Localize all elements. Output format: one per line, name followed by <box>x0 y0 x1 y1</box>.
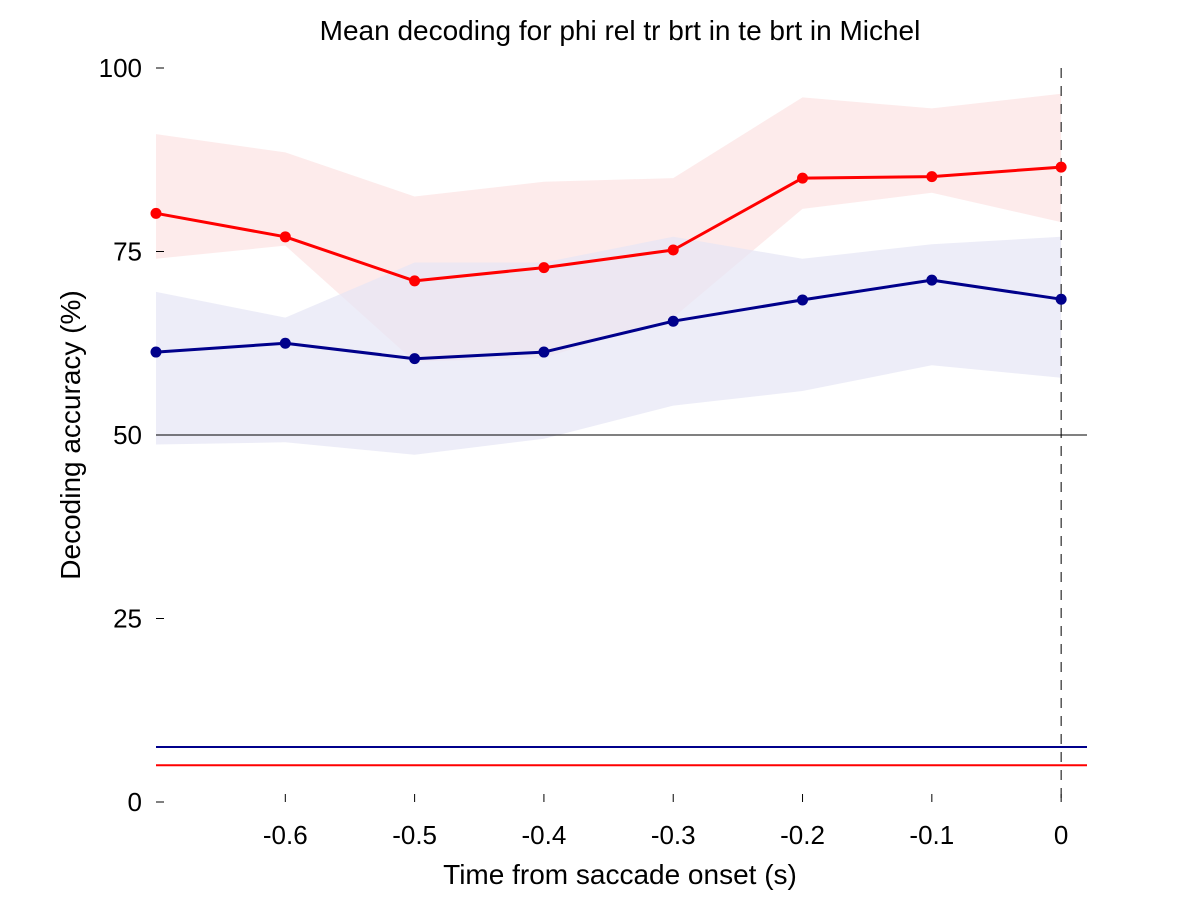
x-tick-label: -0.5 <box>392 820 437 850</box>
series-2-point <box>1055 293 1067 305</box>
x-tick-label: -0.4 <box>522 820 567 850</box>
series-1-point <box>409 275 421 287</box>
x-tick-label: -0.1 <box>909 820 954 850</box>
series-1-line <box>155 165 1062 283</box>
series-lines <box>150 161 1067 365</box>
series-2-point <box>409 353 421 365</box>
y-tick-label: 75 <box>113 237 142 267</box>
x-tick-label: 0 <box>1054 820 1068 850</box>
y-tick-label: 0 <box>128 787 142 817</box>
series-1-point <box>279 231 291 243</box>
y-tick-label: 50 <box>113 420 142 450</box>
y-tick-label: 100 <box>99 53 142 83</box>
chart-title: Mean decoding for phi rel tr brt in te b… <box>320 15 921 46</box>
confidence-band-2 <box>156 236 1062 455</box>
y-axis-title: Decoding accuracy (%) <box>55 290 86 579</box>
series-1-point <box>150 207 162 219</box>
reference-lines <box>156 68 1087 802</box>
series-2-point <box>279 337 291 349</box>
x-tick-label: -0.6 <box>263 820 308 850</box>
x-tick-label: -0.2 <box>780 820 825 850</box>
axes: 0 25 50 75 100 -0.6 -0.5 -0.4 -0.3 -0.2 -0.1 0 <box>99 53 1069 850</box>
series-2-line <box>155 278 1062 361</box>
confidence-bands <box>156 93 1062 455</box>
series-2-point <box>538 346 550 358</box>
series-2-point <box>667 315 679 327</box>
series-1-point <box>926 171 938 183</box>
series-2-point <box>150 346 162 358</box>
series-1-point <box>538 262 550 274</box>
series-2-point <box>797 294 809 306</box>
series-1-point <box>797 172 809 184</box>
series-1-point <box>1055 161 1067 173</box>
series-1-point <box>667 244 679 256</box>
x-axis-title: Time from saccade onset (s) <box>443 859 797 890</box>
x-tick-label: -0.3 <box>651 820 696 850</box>
y-tick-label: 25 <box>113 604 142 634</box>
series-2-point <box>926 274 938 286</box>
